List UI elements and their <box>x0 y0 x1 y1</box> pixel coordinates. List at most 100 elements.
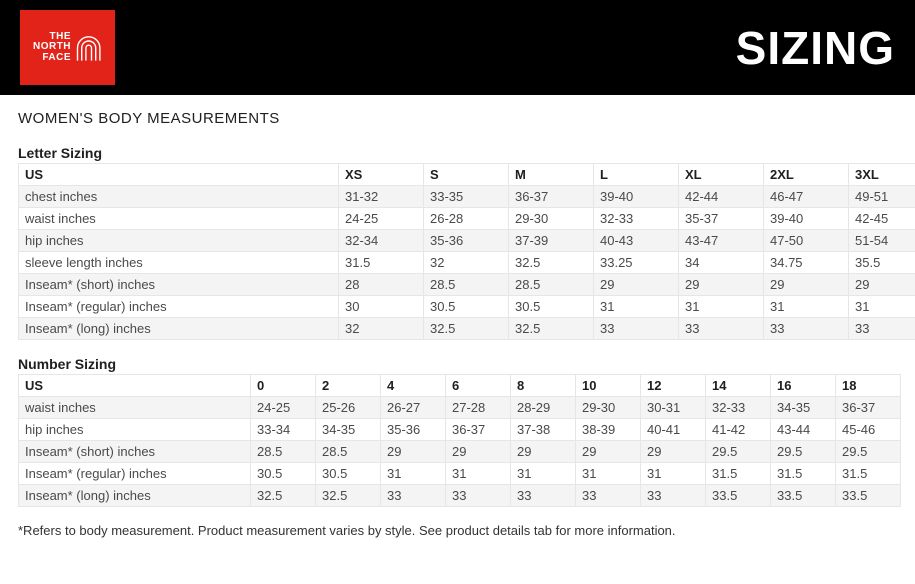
cell: 35-36 <box>424 230 509 252</box>
cell: 33 <box>641 485 706 507</box>
table-row: Inseam* (regular) inches30.530.531313131… <box>19 463 901 485</box>
cell: 42-45 <box>849 208 915 230</box>
cell: 33 <box>594 318 679 340</box>
cell: 34-35 <box>771 397 836 419</box>
row-label: Inseam* (regular) inches <box>19 296 339 318</box>
cell: 25-26 <box>316 397 381 419</box>
row-label: Inseam* (regular) inches <box>19 463 251 485</box>
cell: 29.5 <box>706 441 771 463</box>
cell: 33 <box>679 318 764 340</box>
cell: 28.5 <box>424 274 509 296</box>
cell: 40-43 <box>594 230 679 252</box>
cell: 26-27 <box>381 397 446 419</box>
cell: 33.25 <box>594 252 679 274</box>
logo-arc-icon <box>74 34 102 62</box>
logo-line-3: FACE <box>33 53 71 64</box>
cell: 32.5 <box>251 485 316 507</box>
cell: 29 <box>594 274 679 296</box>
cell: 28.5 <box>251 441 316 463</box>
cell: 35-37 <box>679 208 764 230</box>
cell: 31 <box>511 463 576 485</box>
cell: 43-44 <box>771 419 836 441</box>
cell: 29 <box>679 274 764 296</box>
cell: 26-28 <box>424 208 509 230</box>
cell: 31 <box>849 296 915 318</box>
table-row: Inseam* (short) inches2828.528.529292929 <box>19 274 915 296</box>
table-header-size: XS <box>339 164 424 186</box>
cell: 42-44 <box>679 186 764 208</box>
cell: 30 <box>339 296 424 318</box>
cell: 31.5 <box>836 463 901 485</box>
cell: 32 <box>339 318 424 340</box>
cell: 31 <box>446 463 511 485</box>
cell: 29.5 <box>836 441 901 463</box>
cell: 35-36 <box>381 419 446 441</box>
table-header-size: 14 <box>706 375 771 397</box>
cell: 31 <box>764 296 849 318</box>
cell: 31.5 <box>706 463 771 485</box>
table-row: hip inches33-3434-3535-3636-3737-3838-39… <box>19 419 901 441</box>
footnote: *Refers to body measurement. Product mea… <box>18 523 897 538</box>
table-header-size: 18 <box>836 375 901 397</box>
cell: 24-25 <box>251 397 316 419</box>
table-header-label: US <box>19 375 251 397</box>
cell: 28 <box>339 274 424 296</box>
number-sizing-table: US024681012141618 waist inches24-2525-26… <box>18 374 901 507</box>
logo: THE NORTH FACE <box>20 10 115 85</box>
cell: 32.5 <box>316 485 381 507</box>
cell: 43-47 <box>679 230 764 252</box>
cell: 31 <box>679 296 764 318</box>
cell: 32-33 <box>706 397 771 419</box>
table-header-size: S <box>424 164 509 186</box>
cell: 46-47 <box>764 186 849 208</box>
row-label: hip inches <box>19 419 251 441</box>
content: WOMEN'S BODY MEASUREMENTS Letter Sizing … <box>0 95 915 542</box>
table-header-size: 6 <box>446 375 511 397</box>
cell: 33 <box>764 318 849 340</box>
cell: 37-38 <box>511 419 576 441</box>
letter-sizing-table: USXSSMLXL2XL3XL chest inches31-3233-3536… <box>18 163 915 340</box>
cell: 28.5 <box>509 274 594 296</box>
cell: 32.5 <box>424 318 509 340</box>
row-label: Inseam* (long) inches <box>19 318 339 340</box>
cell: 29 <box>511 441 576 463</box>
row-label: Inseam* (long) inches <box>19 485 251 507</box>
table-header-size: 12 <box>641 375 706 397</box>
cell: 35.5 <box>849 252 915 274</box>
cell: 31 <box>594 296 679 318</box>
cell: 39-40 <box>594 186 679 208</box>
cell: 37-39 <box>509 230 594 252</box>
cell: 29 <box>641 441 706 463</box>
cell: 29 <box>446 441 511 463</box>
row-label: hip inches <box>19 230 339 252</box>
cell: 30.5 <box>424 296 509 318</box>
table-header-size: L <box>594 164 679 186</box>
table-header-size: 16 <box>771 375 836 397</box>
cell: 40-41 <box>641 419 706 441</box>
cell: 32.5 <box>509 318 594 340</box>
table-row: Inseam* (long) inches3232.532.533333333 <box>19 318 915 340</box>
cell: 33-35 <box>424 186 509 208</box>
cell: 30.5 <box>316 463 381 485</box>
cell: 32 <box>424 252 509 274</box>
cell: 31.5 <box>339 252 424 274</box>
cell: 29 <box>849 274 915 296</box>
cell: 31 <box>381 463 446 485</box>
table-header-row: US024681012141618 <box>19 375 901 397</box>
cell: 33 <box>446 485 511 507</box>
cell: 34 <box>679 252 764 274</box>
table-row: Inseam* (regular) inches3030.530.5313131… <box>19 296 915 318</box>
table-row: waist inches24-2525-2626-2727-2828-2929-… <box>19 397 901 419</box>
table-header-size: 4 <box>381 375 446 397</box>
table-header-size: XL <box>679 164 764 186</box>
cell: 31 <box>641 463 706 485</box>
cell: 47-50 <box>764 230 849 252</box>
row-label: sleeve length inches <box>19 252 339 274</box>
cell: 34-35 <box>316 419 381 441</box>
number-sizing-title: Number Sizing <box>18 356 897 372</box>
cell: 31.5 <box>771 463 836 485</box>
cell: 33 <box>576 485 641 507</box>
cell: 28-29 <box>511 397 576 419</box>
row-label: Inseam* (short) inches <box>19 274 339 296</box>
cell: 30.5 <box>251 463 316 485</box>
